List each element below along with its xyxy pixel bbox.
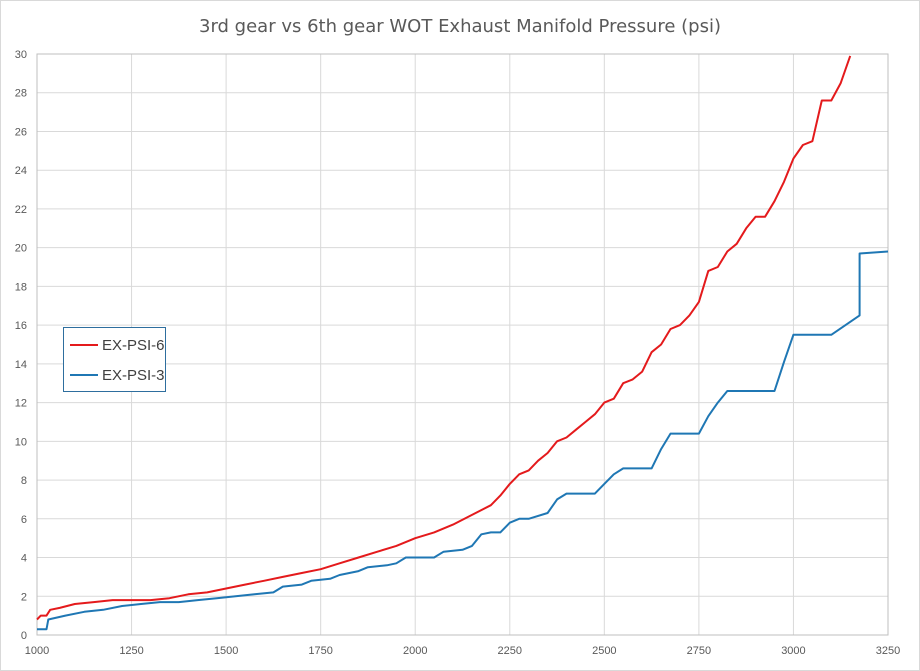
y-tick-label: 30 — [15, 49, 27, 61]
x-tick-label: 3250 — [876, 645, 900, 657]
x-tick-label: 3000 — [781, 645, 805, 657]
series-line-ex-psi-3 — [37, 250, 889, 631]
y-tick-label: 14 — [15, 359, 27, 371]
y-tick-label: 8 — [21, 475, 27, 487]
y-tick-label: 4 — [21, 553, 27, 565]
legend-label-ex-psi-6: EX-PSI-6 — [102, 336, 165, 354]
y-tick-label: 16 — [15, 320, 27, 332]
series-lines — [36, 55, 889, 631]
y-tick-label: 18 — [15, 281, 27, 293]
x-tick-label: 1250 — [119, 645, 143, 657]
x-tick-label: 1750 — [308, 645, 332, 657]
x-axis-tick-labels: 1000 1250 1500 1750 2000 2250 2500 2750 3000 3250 — [25, 645, 900, 657]
legend-swatch-ex-psi-3 — [70, 374, 98, 376]
x-tick-label: 1000 — [25, 645, 49, 657]
x-tick-label: 2250 — [498, 645, 522, 657]
plot-area — [36, 53, 889, 636]
y-tick-label: 2 — [21, 591, 27, 603]
plot-area-border — [36, 53, 889, 636]
y-tick-label: 0 — [21, 630, 27, 642]
y-tick-label: 10 — [15, 436, 27, 448]
y-tick-label: 20 — [15, 243, 27, 255]
x-tick-label: 2000 — [403, 645, 427, 657]
y-tick-label: 26 — [15, 126, 27, 138]
legend: EX-PSI-6 EX-PSI-3 — [63, 327, 166, 392]
legend-label-ex-psi-3: EX-PSI-3 — [102, 366, 165, 384]
y-tick-label: 24 — [15, 165, 27, 177]
y-tick-label: 22 — [15, 204, 27, 216]
chart-title: 3rd gear vs 6th gear WOT Exhaust Manifol… — [199, 16, 721, 37]
y-tick-label: 12 — [15, 398, 27, 410]
legend-swatch-ex-psi-6 — [70, 344, 98, 346]
legend-item-ex-psi-6: EX-PSI-6 — [70, 335, 165, 355]
series-line-ex-psi-6 — [36, 55, 852, 621]
x-tick-label: 1500 — [214, 645, 238, 657]
x-tick-label: 2500 — [592, 645, 616, 657]
legend-item-ex-psi-3: EX-PSI-3 — [70, 365, 165, 385]
y-tick-label: 6 — [21, 514, 27, 526]
x-tick-label: 2750 — [687, 645, 711, 657]
y-tick-label: 28 — [15, 88, 27, 100]
